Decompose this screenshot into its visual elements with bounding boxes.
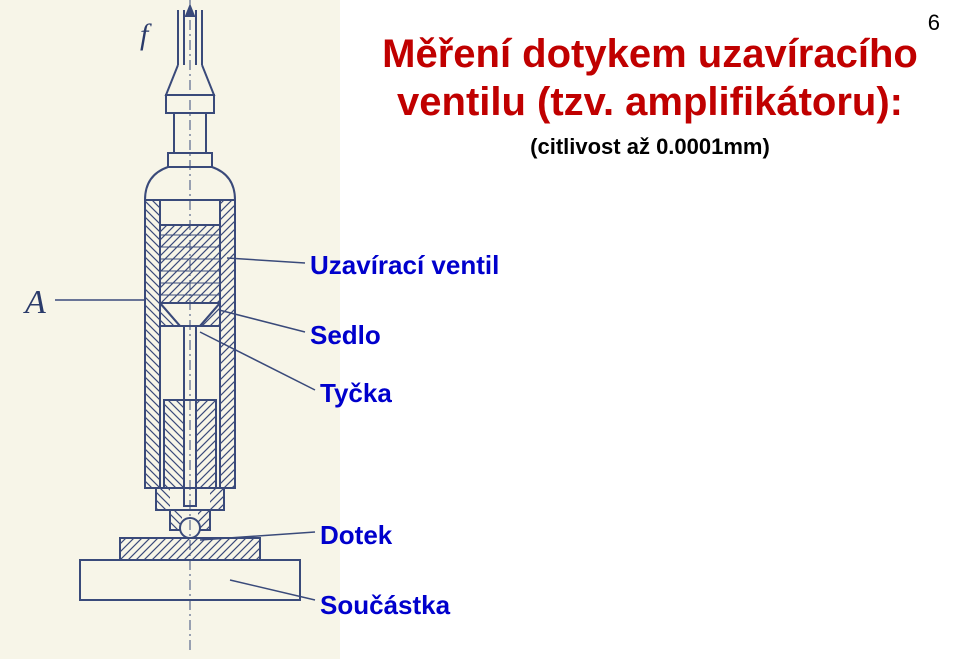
subtitle: (citlivost až 0.0001mm) bbox=[360, 134, 940, 160]
title-block: Měření dotykem uzavíracího ventilu (tzv.… bbox=[360, 30, 940, 160]
valve-diagram bbox=[0, 0, 340, 659]
title-line-1: Měření dotykem uzavíracího bbox=[360, 30, 940, 78]
title-line-2: ventilu (tzv. amplifikátoru): bbox=[360, 78, 940, 126]
